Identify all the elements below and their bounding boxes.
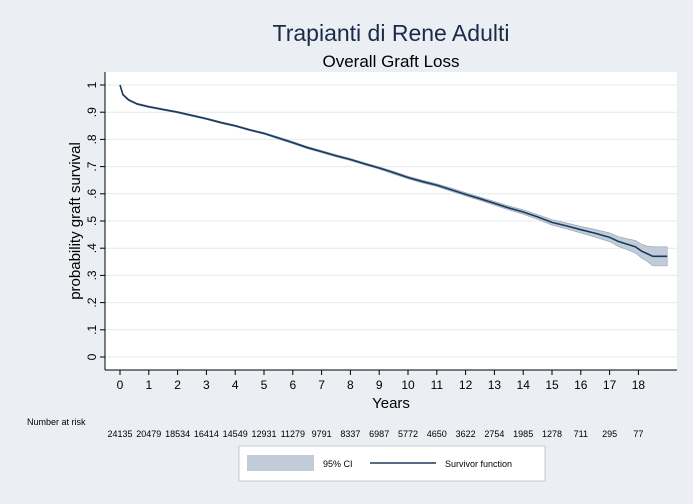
risk-count: 20479 [136,429,161,439]
legend-ci-swatch [247,455,314,471]
gridlines [105,84,677,358]
y-tick-label: .7 [85,161,99,171]
risk-count: 8337 [340,429,360,439]
risk-count: 711 [574,429,588,439]
x-tick-label: 11 [431,378,444,392]
x-tick-label: 1 [145,378,152,392]
legend-ci-label: 95% CI [323,459,353,469]
x-tick-label: 0 [117,378,124,392]
x-tick-label: 18 [632,378,646,392]
x-tick-label: 13 [488,378,502,392]
risk-count: 77 [633,429,643,439]
x-tick-label: 5 [261,378,268,392]
y-tick-label: .5 [85,216,99,226]
risk-count: 4650 [427,429,447,439]
legend-survivor-label: Survivor function [445,459,512,469]
x-tick-label: 15 [545,378,559,392]
y-tick-label: 1 [85,81,99,88]
x-tick-label: 10 [401,378,415,392]
x-tick-label: 8 [347,378,354,392]
risk-count: 12931 [251,429,276,439]
y-tick-label: .3 [85,270,99,280]
x-ticks: 0 1 2 3 4 5 6 7 8 9 10 11 12 13 14 15 16 17 18 [117,370,646,392]
y-tick-label: 0 [85,353,99,360]
risk-count: 3622 [456,429,476,439]
legend: 95% CI Survivor function [238,445,546,482]
survival-curve-layer [119,84,668,258]
risk-table: 24135 20479 18534 16414 14549 12931 11279 9791 8… [107,429,643,439]
x-tick-label: 17 [603,378,617,392]
risk-count: 14549 [223,429,248,439]
x-tick-label: 14 [517,378,531,392]
risk-count: 9791 [312,429,332,439]
y-ticks: 0 .1 .2 .3 .4 .5 .6 .7 .8 .9 1 [85,81,105,360]
risk-count: 24135 [107,429,132,439]
x-tick-label: 16 [574,378,588,392]
survival-curve [119,84,668,258]
y-axis-title: probability graft survival [67,142,84,300]
y-tick-label: .2 [85,297,99,307]
y-tick-label: .9 [85,107,99,117]
risk-count: 6987 [369,429,389,439]
x-axis-title: Years [372,395,410,412]
x-tick-label: 6 [289,378,296,392]
risk-count: 11279 [281,429,305,439]
risk-count: 18534 [165,429,190,439]
x-tick-label: 12 [459,378,473,392]
y-tick-label: .1 [85,324,99,334]
x-tick-label: 7 [318,378,325,392]
chart-title: Trapianti di Rene Adulti [273,20,510,46]
y-tick-label: .6 [85,188,99,198]
risk-count: 16414 [194,429,219,439]
chart-subtitle: Overall Graft Loss [323,52,460,71]
x-tick-label: 2 [174,378,181,392]
risk-count: 295 [602,429,617,439]
x-tick-label: 9 [376,378,383,392]
risk-count: 5772 [398,429,418,439]
y-tick-label: .4 [85,243,99,253]
risk-count: 2754 [484,429,504,439]
x-tick-label: 4 [232,378,239,392]
risk-count: 1278 [542,429,562,439]
y-tick-label: .8 [85,134,99,144]
risk-count: 1985 [513,429,533,439]
risk-table-label: Number at risk [27,417,86,427]
x-tick-label: 3 [203,378,210,392]
